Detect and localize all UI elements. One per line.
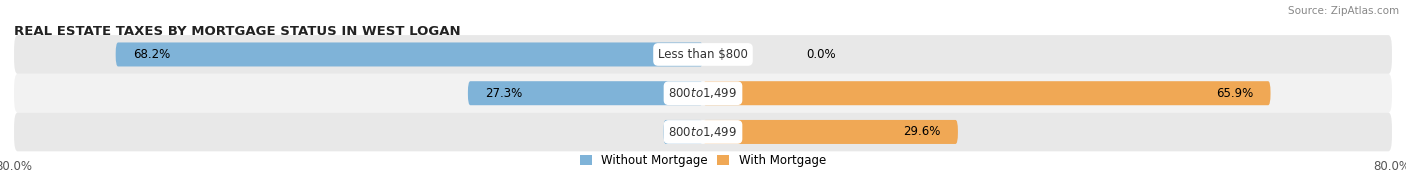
Text: 27.3%: 27.3% bbox=[485, 87, 523, 100]
FancyBboxPatch shape bbox=[14, 35, 1392, 74]
Text: Source: ZipAtlas.com: Source: ZipAtlas.com bbox=[1288, 6, 1399, 16]
FancyBboxPatch shape bbox=[468, 81, 703, 105]
FancyBboxPatch shape bbox=[115, 43, 703, 66]
FancyBboxPatch shape bbox=[14, 74, 1392, 113]
FancyBboxPatch shape bbox=[703, 120, 957, 144]
Text: 29.6%: 29.6% bbox=[903, 125, 941, 138]
Text: Less than $800: Less than $800 bbox=[658, 48, 748, 61]
Text: 65.9%: 65.9% bbox=[1216, 87, 1253, 100]
Text: REAL ESTATE TAXES BY MORTGAGE STATUS IN WEST LOGAN: REAL ESTATE TAXES BY MORTGAGE STATUS IN … bbox=[14, 25, 461, 38]
Text: $800 to $1,499: $800 to $1,499 bbox=[668, 125, 738, 139]
FancyBboxPatch shape bbox=[703, 81, 1271, 105]
Text: 0.0%: 0.0% bbox=[807, 48, 837, 61]
Legend: Without Mortgage, With Mortgage: Without Mortgage, With Mortgage bbox=[581, 154, 825, 167]
FancyBboxPatch shape bbox=[664, 120, 703, 144]
FancyBboxPatch shape bbox=[14, 113, 1392, 151]
Text: $800 to $1,499: $800 to $1,499 bbox=[668, 86, 738, 100]
Text: 4.6%: 4.6% bbox=[681, 125, 710, 138]
Text: 68.2%: 68.2% bbox=[134, 48, 170, 61]
